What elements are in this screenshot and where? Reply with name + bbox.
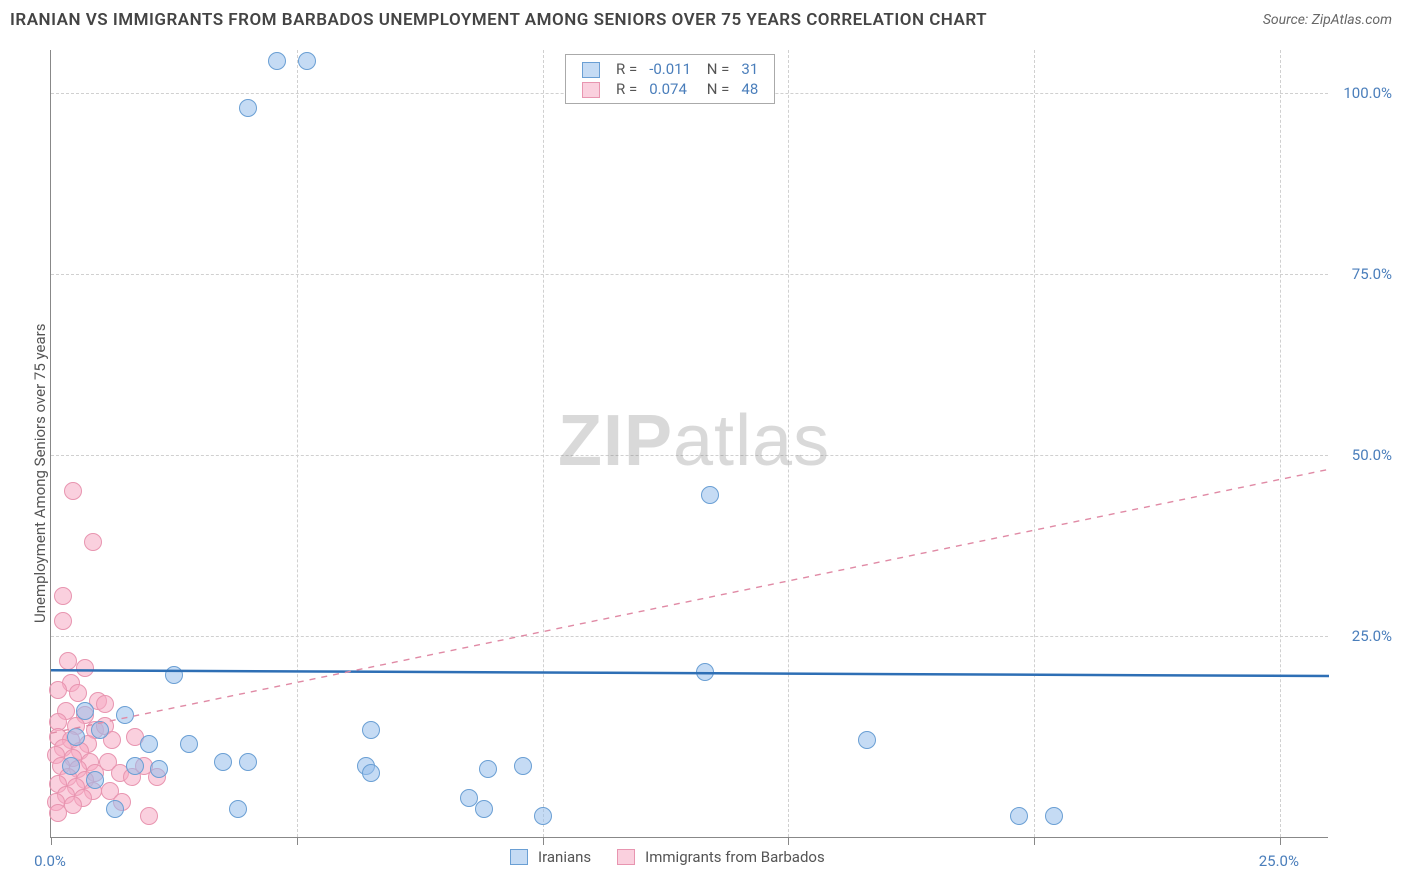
data-point [268,52,286,70]
plot-area: 25.0%50.0%75.0%100.0% [50,50,1328,838]
data-point [67,728,85,746]
data-point [239,99,257,117]
n-value-series1: 31 [735,59,764,79]
data-point [696,663,714,681]
data-point [59,652,77,670]
x-tick [1280,837,1281,845]
data-point [76,659,94,677]
y-tick-label: 50.0% [1352,446,1392,464]
data-point [49,804,67,822]
data-point [1010,807,1028,825]
legend-row-series1: R =-0.011 N =31 [576,59,764,79]
x-tick [51,837,52,845]
legend-item-series2: Immigrants from Barbados [617,848,825,866]
gridline-horizontal [51,274,1328,275]
data-point [126,757,144,775]
x-tick-label: 25.0% [1259,852,1299,870]
data-point [362,764,380,782]
data-point [229,800,247,818]
x-tick [543,837,544,845]
swatch-series1-bottom [510,849,528,865]
r-value-series2: 0.074 [643,79,697,99]
data-point [116,706,134,724]
data-point [96,695,114,713]
data-point [180,735,198,753]
trend-line [51,670,1329,676]
y-tick-label: 75.0% [1352,265,1392,283]
gridline-vertical [788,50,789,837]
data-point [479,760,497,778]
source-attribution: Source: ZipAtlas.com [1263,12,1392,28]
gridline-vertical [543,50,544,837]
x-tick [1034,837,1035,845]
data-point [86,771,104,789]
swatch-series2-bottom [617,849,635,865]
r-value-series1: -0.011 [643,59,697,79]
gridline-horizontal [51,455,1328,456]
x-tick [788,837,789,845]
data-point [534,807,552,825]
y-tick-label: 25.0% [1352,627,1392,645]
legend-label-series1: Iranians [538,848,591,866]
data-point [214,753,232,771]
trend-lines-svg [51,50,1329,838]
data-point [69,684,87,702]
data-point [298,52,316,70]
data-point [165,666,183,684]
gridline-vertical [1280,50,1281,837]
y-tick-label: 100.0% [1343,84,1392,102]
x-tick-label: 0.0% [34,852,66,870]
legend-item-series1: Iranians [510,848,591,866]
series-legend: Iranians Immigrants from Barbados [510,848,825,866]
data-point [701,486,719,504]
chart-title: IRANIAN VS IMMIGRANTS FROM BARBADOS UNEM… [10,10,987,30]
data-point [1045,807,1063,825]
data-point [514,757,532,775]
legend-label-series2: Immigrants from Barbados [645,848,825,866]
data-point [91,721,109,739]
swatch-series2 [582,82,600,98]
y-axis-label: Unemployment Among Seniors over 75 years [31,243,49,623]
data-point [858,731,876,749]
data-point [239,753,257,771]
legend-row-series2: R =0.074 N =48 [576,79,764,99]
data-point [54,612,72,630]
data-point [76,702,94,720]
gridline-vertical [1034,50,1035,837]
data-point [84,533,102,551]
data-point [362,721,380,739]
gridline-horizontal [51,636,1328,637]
x-tick [297,837,298,845]
data-point [49,681,67,699]
data-point [54,587,72,605]
trend-line [51,469,1329,733]
data-point [150,760,168,778]
title-bar: IRANIAN VS IMMIGRANTS FROM BARBADOS UNEM… [0,0,1406,40]
data-point [64,482,82,500]
data-point [62,757,80,775]
n-value-series2: 48 [735,79,764,99]
data-point [140,807,158,825]
gridline-vertical [297,50,298,837]
data-point [475,800,493,818]
correlation-legend: R =-0.011 N =31 R =0.074 N =48 [565,54,775,104]
swatch-series1 [582,62,600,78]
data-point [106,800,124,818]
data-point [140,735,158,753]
